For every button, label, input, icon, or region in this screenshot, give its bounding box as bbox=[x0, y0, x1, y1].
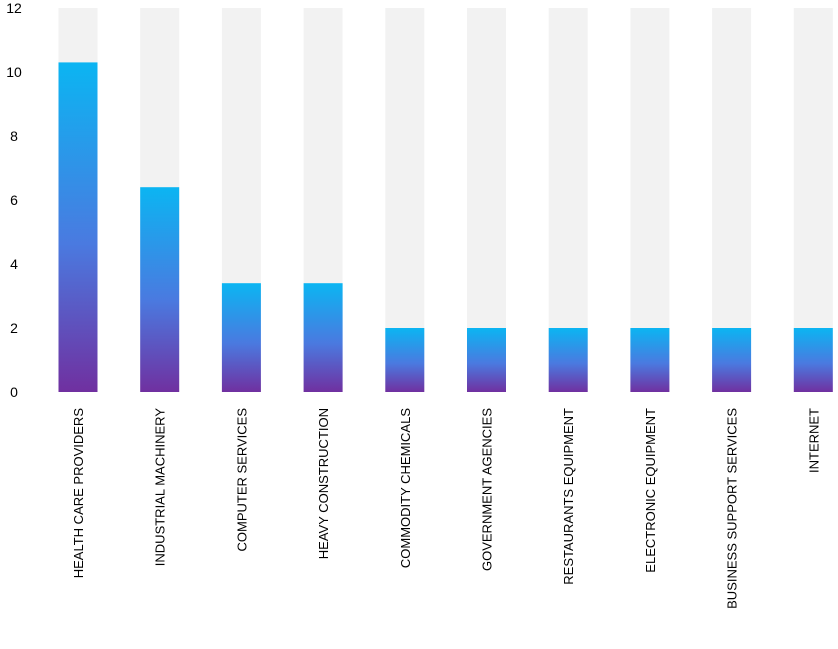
bar bbox=[140, 187, 180, 392]
x-tick-label: INTERNET bbox=[806, 408, 821, 473]
y-axis: 0 2 4 6 8 10 12 bbox=[6, 0, 22, 400]
bar bbox=[630, 328, 670, 392]
x-tick-label: HEAVY CONSTRUCTION bbox=[316, 408, 331, 559]
x-tick-label: RESTAURANTS EQUIPMENT bbox=[561, 408, 576, 585]
y-tick-label: 2 bbox=[10, 320, 18, 336]
x-tick-label: BUSINESS SUPPORT SERVICES bbox=[725, 408, 740, 609]
bar bbox=[467, 328, 506, 392]
bar bbox=[548, 328, 588, 392]
bar bbox=[303, 283, 343, 392]
bars bbox=[58, 62, 833, 393]
x-tick-label: INDUSTRIAL MACHINERY bbox=[153, 408, 168, 567]
x-axis: HEALTH CARE PROVIDERS INDUSTRIAL MACHINER… bbox=[71, 408, 821, 609]
x-tick-label: HEALTH CARE PROVIDERS bbox=[71, 408, 86, 579]
y-tick-label: 6 bbox=[10, 192, 18, 208]
x-tick-label: GOVERNMENT AGENCIES bbox=[480, 408, 495, 571]
bar bbox=[712, 328, 752, 392]
y-tick-label: 0 bbox=[10, 384, 18, 400]
y-tick-label: 12 bbox=[6, 0, 22, 16]
bar bbox=[58, 62, 98, 393]
y-tick-label: 10 bbox=[6, 64, 22, 80]
x-tick-label: COMMODITY CHEMICALS bbox=[398, 408, 413, 568]
bar bbox=[385, 328, 425, 392]
x-tick-label: COMPUTER SERVICES bbox=[234, 408, 249, 552]
bar bbox=[793, 328, 833, 392]
bar bbox=[221, 283, 261, 392]
y-tick-label: 8 bbox=[10, 128, 18, 144]
y-tick-label: 4 bbox=[10, 256, 18, 272]
x-tick-label: ELECTRONIC EQUIPMENT bbox=[643, 408, 658, 573]
